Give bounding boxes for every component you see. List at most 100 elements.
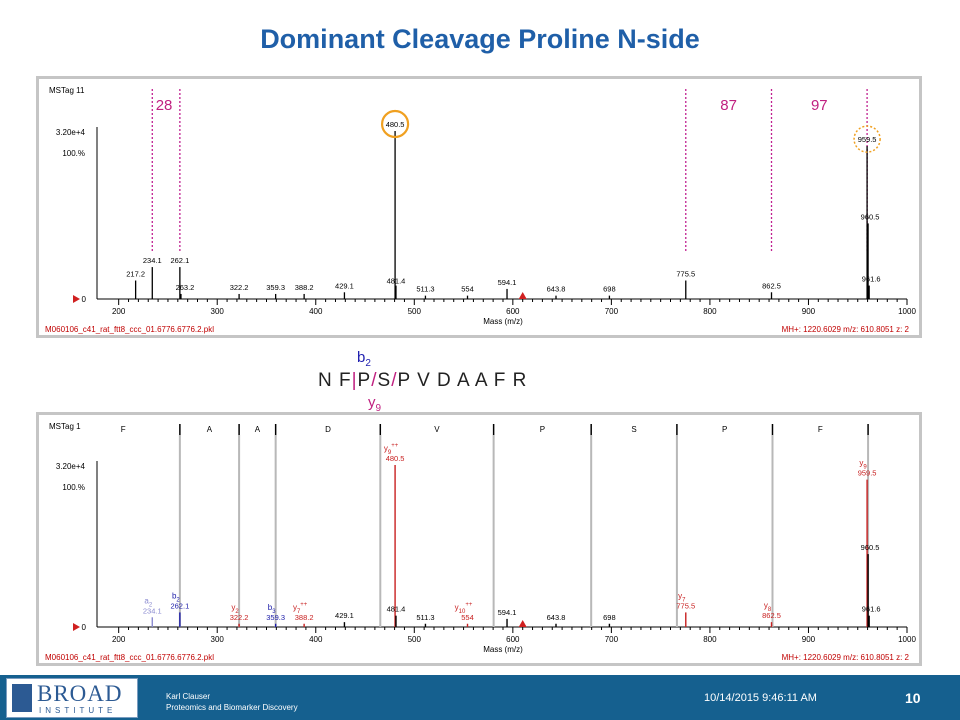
y-zero-label: 0 bbox=[82, 623, 87, 632]
peak-label: 511.3 bbox=[416, 285, 434, 294]
x-tick-label: 600 bbox=[506, 307, 520, 316]
peak-label: 862.5 bbox=[762, 611, 781, 620]
x-tick-label: 700 bbox=[605, 635, 619, 644]
peak-label: 594.1 bbox=[498, 278, 517, 287]
ion-label: y9++ bbox=[384, 443, 399, 456]
peak-label: 359.3 bbox=[266, 613, 285, 622]
y-zero-label: 0 bbox=[82, 295, 87, 304]
ion-label: b3 bbox=[268, 603, 276, 615]
peak-label: 698 bbox=[603, 613, 616, 622]
seq-cleavage-bar: | bbox=[351, 370, 358, 391]
ion-label: y7 bbox=[678, 591, 686, 603]
spectrum-panel-top: MSTag 11 3.20e+4 100.% 0 200 300 400 500 600 700 8… bbox=[36, 76, 922, 338]
x-axis-title: Mass (m/z) bbox=[483, 645, 523, 654]
y-percent-label: 100.% bbox=[62, 149, 85, 158]
peak-label: 594.1 bbox=[498, 608, 517, 617]
ion-label: y8 bbox=[764, 601, 772, 613]
peak-label: 234.1 bbox=[143, 256, 162, 265]
peak-label: 775.5 bbox=[676, 270, 695, 279]
precursor-info-label: MH+: 1220.6029 m/z: 610.8051 z: 2 bbox=[782, 325, 910, 334]
spectrum-panel-bottom: MSTag 1 3.20e+4 100.% 0 200 300 400 500 600 700 80… bbox=[36, 412, 922, 666]
panel-label: MSTag 11 bbox=[49, 86, 85, 95]
y-scale-label: 3.20e+4 bbox=[56, 462, 86, 471]
peak-label: 480.5 bbox=[386, 120, 405, 129]
peak-label: 217.2 bbox=[126, 270, 145, 279]
precursor-marker-icon bbox=[518, 292, 527, 299]
seq-part-3: S bbox=[377, 370, 392, 391]
peak-label: 388.2 bbox=[295, 283, 314, 292]
peak-label: 961.6 bbox=[862, 275, 881, 284]
x-tick-label: 400 bbox=[309, 635, 323, 644]
residue-letter: V bbox=[434, 425, 440, 434]
x-tick-label: 200 bbox=[112, 635, 126, 644]
x-tick-label: 300 bbox=[211, 307, 225, 316]
mass-gap-label: 87 bbox=[720, 97, 737, 114]
precursor-marker-icon bbox=[518, 620, 527, 627]
peak-label: 960.5 bbox=[861, 212, 880, 221]
y-scale-label: 3.20e+4 bbox=[56, 128, 86, 137]
broad-institute-logo: BROAD INSTITUTE bbox=[6, 678, 138, 718]
x-tick-label: 700 bbox=[605, 307, 619, 316]
peak-label: 554 bbox=[461, 613, 474, 622]
ion-label: y9 bbox=[859, 459, 867, 471]
ion-label: y2 bbox=[231, 603, 239, 615]
peak-label: 698 bbox=[603, 285, 616, 294]
seq-part-2: P bbox=[357, 370, 372, 391]
x-tick-label: 600 bbox=[506, 635, 520, 644]
spectrum-chart-bottom: MSTag 1 3.20e+4 100.% 0 200 300 400 500 600 700 80… bbox=[45, 422, 916, 662]
zero-marker-icon bbox=[73, 623, 80, 631]
peak-label: 959.5 bbox=[858, 469, 877, 478]
x-tick-label: 500 bbox=[408, 307, 422, 316]
mass-gap-label: 28 bbox=[156, 97, 173, 114]
y-percent-label: 100.% bbox=[62, 483, 85, 492]
seq-part-1: N F bbox=[318, 370, 352, 391]
peak-label: 554 bbox=[461, 285, 474, 294]
footer-page-number: 10 bbox=[905, 690, 921, 706]
x-tick-label: 500 bbox=[408, 635, 422, 644]
residue-letter: P bbox=[722, 425, 727, 434]
footer-author-block: Karl Clauser Proteomics and Biomarker Di… bbox=[166, 691, 298, 713]
peak-label: 481.4 bbox=[387, 277, 406, 286]
x-tick-label: 900 bbox=[802, 635, 816, 644]
logo-mark-icon bbox=[12, 684, 32, 712]
residue-letter: P bbox=[540, 425, 545, 434]
ion-label: y7++ bbox=[293, 602, 308, 615]
residue-letter: F bbox=[818, 425, 823, 434]
logo-text: BROAD bbox=[37, 681, 123, 706]
x-tick-label: 800 bbox=[703, 307, 717, 316]
peak-label: 480.5 bbox=[386, 454, 405, 463]
seq-slash-1: / bbox=[371, 370, 378, 391]
peak-label: 263.2 bbox=[176, 283, 195, 292]
file-name-label: M060106_c41_rat_ftt8_ccc_01.6776.6776.2.… bbox=[45, 325, 214, 334]
x-tick-label: 800 bbox=[703, 635, 717, 644]
highlight-circle-dashed bbox=[853, 125, 881, 153]
peak-label: 388.2 bbox=[295, 613, 314, 622]
file-name-label: M060106_c41_rat_ftt8_ccc_01.6776.6776.2.… bbox=[45, 653, 214, 662]
peak-label: 643.8 bbox=[547, 285, 566, 294]
peak-label: 359.3 bbox=[266, 283, 285, 292]
residue-letter: A bbox=[207, 425, 213, 434]
peak-label: 429.1 bbox=[335, 281, 354, 290]
peak-label: 960.5 bbox=[861, 543, 880, 552]
peak-label: 429.1 bbox=[335, 611, 354, 620]
panel-label: MSTag 1 bbox=[49, 422, 81, 431]
precursor-info-label: MH+: 1220.6029 m/z: 610.8051 z: 2 bbox=[782, 653, 910, 662]
ion-label: y10++ bbox=[455, 602, 473, 615]
footer-dept: Proteomics and Biomarker Discovery bbox=[166, 703, 298, 712]
x-tick-label: 400 bbox=[309, 307, 323, 316]
x-tick-label: 300 bbox=[211, 635, 225, 644]
seq-part-4: P V D A A F R bbox=[397, 370, 528, 391]
peak-label: 775.5 bbox=[676, 601, 695, 610]
residue-letter: F bbox=[121, 425, 126, 434]
residue-letter: S bbox=[631, 425, 636, 434]
residue-letter: A bbox=[255, 425, 261, 434]
peak-label: 234.1 bbox=[143, 606, 162, 615]
peak-label: 322.2 bbox=[230, 613, 249, 622]
spectrum-chart-top: MSTag 11 3.20e+4 100.% 0 200 300 400 500 600 700 8… bbox=[45, 86, 916, 334]
peak-label: 511.3 bbox=[416, 613, 434, 622]
peak-label: 643.8 bbox=[547, 613, 566, 622]
x-tick-label: 200 bbox=[112, 307, 126, 316]
residue-letter: D bbox=[325, 425, 331, 434]
x-axis-title: Mass (m/z) bbox=[483, 317, 523, 326]
mass-gap-label: 97 bbox=[811, 97, 828, 114]
